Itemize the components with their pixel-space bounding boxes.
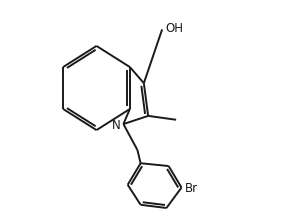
Text: N: N xyxy=(112,119,121,132)
Text: OH: OH xyxy=(165,22,183,35)
Text: Br: Br xyxy=(185,182,198,195)
